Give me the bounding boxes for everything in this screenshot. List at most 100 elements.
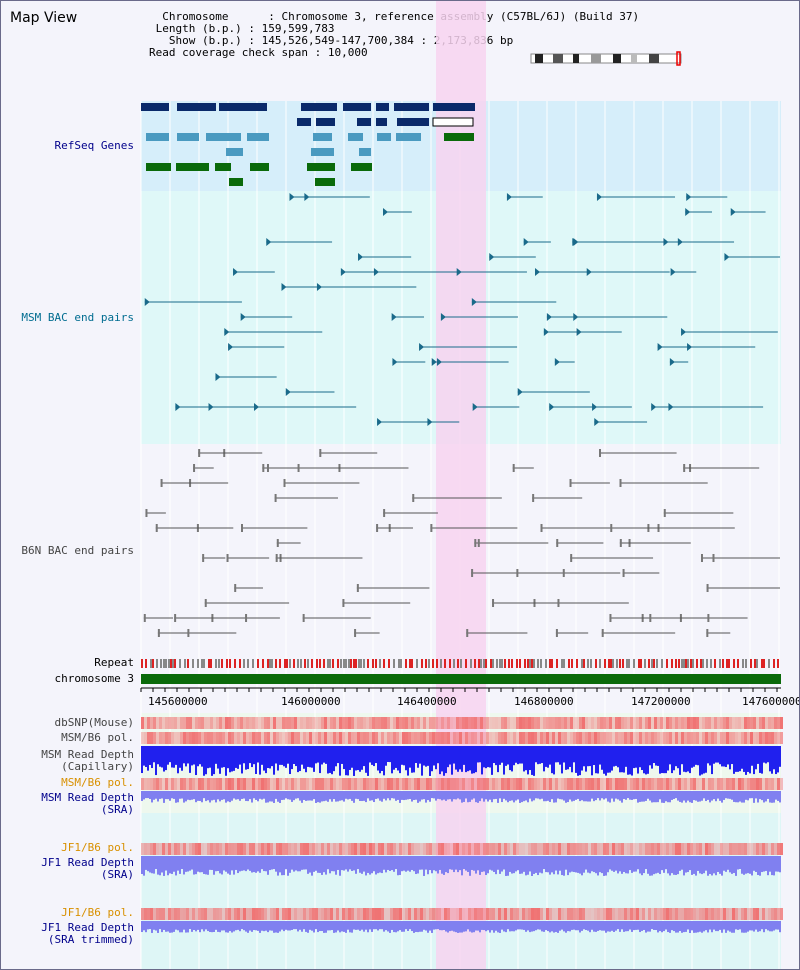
- track-label-b6n-bac[interactable]: B6N BAC end pairs: [21, 544, 134, 557]
- depth-bin: [701, 746, 703, 775]
- depth-bin: [751, 746, 753, 766]
- pol-bin: [492, 732, 495, 744]
- depth-bin: [235, 856, 237, 870]
- bac-end-marker: [356, 584, 359, 592]
- pol-bin: [729, 843, 732, 855]
- track-label-repeat[interactable]: Repeat: [94, 656, 134, 669]
- pol-bin: [657, 778, 660, 790]
- depth-bin: [171, 746, 173, 768]
- depth-bin: [729, 921, 731, 932]
- pol-bin: [384, 717, 387, 729]
- pol-bin: [147, 717, 150, 729]
- pol-bin: [375, 778, 378, 790]
- repeat-element: [416, 659, 418, 668]
- repeat-element: [262, 659, 264, 668]
- pol-bin: [435, 908, 438, 920]
- depth-bin: [585, 856, 587, 870]
- bac-end-arrow: [592, 403, 598, 411]
- pol-bin: [588, 908, 591, 920]
- pol-bin: [531, 732, 534, 744]
- depth-bin: [397, 746, 399, 771]
- track-label-chromosome[interactable]: chromosome 3: [54, 672, 134, 685]
- repeat-element: [170, 659, 172, 668]
- depth-bin: [707, 856, 709, 876]
- depth-bin: [409, 921, 411, 930]
- pol-bin: [411, 732, 414, 744]
- depth-bin: [385, 746, 387, 766]
- depth-bin: [601, 746, 603, 770]
- pol-bin: [255, 732, 258, 744]
- depth-bin: [619, 791, 621, 801]
- depth-bin: [771, 856, 773, 876]
- track-label-msm-depth-sra[interactable]: MSM Read Depth: [41, 791, 134, 804]
- depth-bin: [325, 856, 327, 875]
- track-label-msm-bac[interactable]: MSM BAC end pairs: [21, 311, 134, 324]
- depth-bin: [443, 791, 445, 800]
- track-label-jf1-depth-sra[interactable]: JF1 Read Depth: [41, 856, 134, 869]
- pol-bin: [714, 843, 717, 855]
- track-label-jf1-pol-2[interactable]: JF1/B6 pol.: [61, 906, 134, 919]
- depth-bin: [487, 746, 489, 768]
- bac-end-marker: [383, 509, 386, 517]
- pol-bin: [588, 732, 591, 744]
- pol-bin: [681, 778, 684, 790]
- track-label-jf1-depth-trim[interactable]: JF1 Read Depth: [41, 921, 134, 934]
- pol-bin: [375, 843, 378, 855]
- repeat-element: [247, 659, 249, 668]
- pol-bin: [183, 717, 186, 729]
- pol-bin: [726, 843, 729, 855]
- depth-bin: [313, 856, 315, 872]
- depth-bin: [779, 921, 781, 933]
- pol-bin: [585, 843, 588, 855]
- pol-bin: [501, 908, 504, 920]
- pol-bin: [681, 843, 684, 855]
- pol-bin: [207, 843, 210, 855]
- depth-bin: [491, 791, 493, 803]
- depth-bin: [733, 746, 735, 774]
- pol-bin: [426, 732, 429, 744]
- pol-bin: [417, 908, 420, 920]
- depth-bin: [455, 791, 457, 800]
- pol-bin: [276, 717, 279, 729]
- pol-bin: [591, 778, 594, 790]
- depth-bin: [433, 791, 435, 799]
- pol-bin: [297, 717, 300, 729]
- pol-bin: [327, 778, 330, 790]
- pol-bin: [162, 717, 165, 729]
- depth-bin: [173, 746, 175, 768]
- depth-bin: [629, 791, 631, 800]
- pol-bin: [186, 908, 189, 920]
- depth-bin: [477, 746, 479, 763]
- pol-bin: [759, 908, 762, 920]
- axis-tick-label: 147600000: [742, 695, 800, 708]
- depth-bin: [303, 856, 305, 870]
- track-label-dbsnp[interactable]: dbSNP(Mouse): [54, 716, 134, 729]
- track-label-msm-pol-1[interactable]: MSM/B6 pol.: [61, 731, 134, 744]
- pol-bin: [237, 732, 240, 744]
- pol-bin: [234, 732, 237, 744]
- pol-bin: [474, 732, 477, 744]
- depth-bin: [457, 791, 459, 799]
- track-label-msm-pol-2[interactable]: MSM/B6 pol.: [61, 776, 134, 789]
- pol-bin: [267, 732, 270, 744]
- pol-bin: [534, 908, 537, 920]
- pol-bin: [150, 843, 153, 855]
- track-label-jf1-pol-1[interactable]: JF1/B6 pol.: [61, 841, 134, 854]
- pol-bin: [537, 908, 540, 920]
- depth-bin: [169, 856, 171, 874]
- repeat-element: [480, 659, 482, 668]
- depth-bin: [649, 921, 651, 932]
- pol-bin: [420, 732, 423, 744]
- pol-bin: [543, 843, 546, 855]
- depth-bin: [435, 921, 437, 930]
- track-label-refseq[interactable]: RefSeq Genes: [54, 139, 134, 152]
- pol-bin: [240, 843, 243, 855]
- pol-bin: [261, 908, 264, 920]
- depth-bin: [307, 921, 309, 933]
- track-label-msm-depth-cap[interactable]: MSM Read Depth: [41, 748, 134, 761]
- pol-bin: [777, 732, 780, 744]
- depth-bin: [767, 856, 769, 876]
- depth-bin: [519, 746, 521, 764]
- gene-feature: [433, 103, 475, 111]
